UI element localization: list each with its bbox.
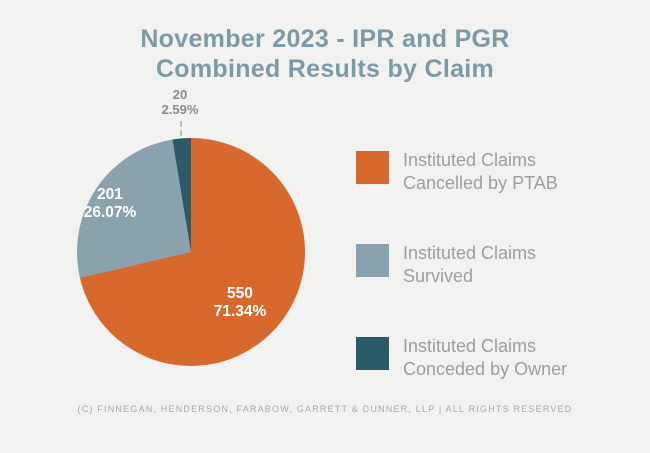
legend-label-line2: Conceded by Owner: [403, 358, 568, 379]
slice-value-survived: 201: [97, 186, 123, 203]
copyright-text: (C) FINNEGAN, HENDERSON, FARABOW, GARRET…: [77, 404, 573, 414]
legend-label-line2: Survived: [403, 265, 474, 286]
legend-label-line1: Instituted Claims: [403, 150, 537, 170]
slice-percent-cancelled: 71.34%: [213, 303, 267, 320]
legend-label-line2: Cancelled by PTAB: [403, 172, 558, 193]
pie-chart: 201 26.07% 550 71.34%: [77, 138, 305, 366]
slice-percent-survived: 26.07%: [83, 204, 137, 221]
callout-leader-line: [180, 121, 182, 136]
slice-value-conceded: 20: [172, 87, 188, 102]
slice-callout-conceded: 20 2.59%: [162, 87, 199, 117]
slice-label-survived: 201 26.07%: [84, 186, 137, 222]
slice-percent-conceded: 2.59%: [161, 102, 199, 117]
chart-title: November 2023 - IPR and PGR Combined Res…: [0, 24, 650, 84]
slice-label-cancelled: 550 71.34%: [214, 285, 267, 321]
legend-swatch: [356, 337, 389, 370]
legend-swatch: [356, 151, 389, 184]
legend-item-cancelled: Instituted Claims Cancelled by PTAB: [356, 149, 567, 194]
legend-label-line1: Instituted Claims: [403, 336, 537, 356]
legend-item-survived: Instituted Claims Survived: [356, 242, 567, 287]
chart-title-line2: Combined Results by Claim: [155, 55, 495, 83]
chart-title-line1: November 2023 - IPR and PGR: [140, 25, 510, 53]
legend-label-line1: Instituted Claims: [403, 243, 537, 263]
legend-item-conceded: Instituted Claims Conceded by Owner: [356, 335, 567, 380]
legend-swatch: [356, 244, 389, 277]
legend: Instituted Claims Cancelled by PTAB Inst…: [356, 149, 567, 380]
slice-value-cancelled: 550: [227, 285, 253, 302]
